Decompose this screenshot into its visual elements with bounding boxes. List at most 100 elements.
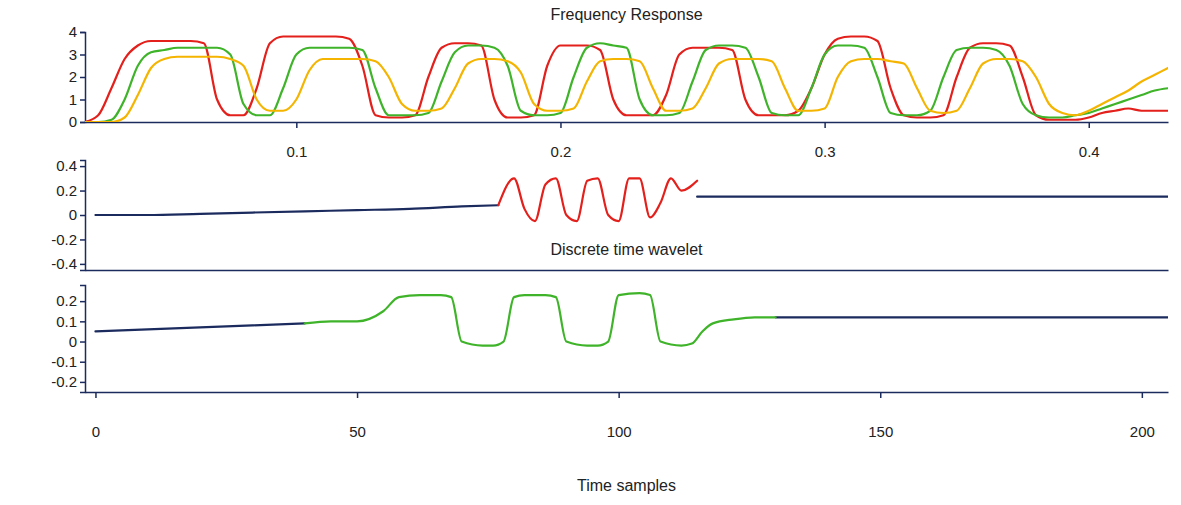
y-tick: 0.1	[56, 313, 85, 330]
plot-area	[95, 178, 1168, 221]
tick-label: 150	[868, 423, 893, 440]
tick-label: 0.4	[56, 157, 77, 174]
series-line	[95, 197, 1168, 215]
tick-mark	[80, 215, 85, 217]
tick-label: 0.2	[56, 292, 77, 309]
y-tick: 0	[69, 113, 85, 130]
tick-label: 3	[69, 46, 77, 63]
tick-mark	[80, 361, 85, 363]
tick-label: -0.2	[51, 231, 77, 248]
tick-label: -0.4	[51, 255, 77, 272]
tick-label: -0.1	[51, 353, 77, 370]
y-tick: 2	[69, 68, 85, 85]
tick-label: 2	[69, 68, 77, 85]
tick-mark	[80, 122, 85, 124]
tick-label: 0	[92, 423, 100, 440]
chart-title: Discrete time wavelet	[550, 241, 703, 258]
x-axis: 0.1 0.2 0.3 0.4	[86, 122, 1169, 160]
y-tick: -0.2	[51, 231, 85, 248]
tick-label: 0.4	[1079, 143, 1100, 160]
y-tick: -0.2	[51, 373, 85, 390]
series-line	[95, 317, 1168, 331]
tick-mark	[80, 264, 85, 266]
tick-mark	[1089, 122, 1091, 128]
tick-mark	[618, 392, 620, 398]
tick-label: 0.2	[56, 182, 77, 199]
tick-mark	[880, 392, 882, 398]
tick-label: 0	[69, 113, 77, 130]
tick-label: 4	[69, 23, 77, 40]
tick-mark	[80, 166, 85, 168]
tick-mark	[80, 32, 85, 34]
tick-mark	[95, 392, 97, 398]
y-tick: 1	[69, 91, 85, 108]
x-tick: 0	[92, 392, 100, 440]
x-tick: 0.1	[286, 122, 307, 160]
panel-2: 0 50 100 150 200 -0.2 -0.1 0 0.1 0.2 Discrete time…	[51, 241, 1168, 494]
y-axis-line	[80, 161, 86, 271]
tick-label: 0.2	[551, 143, 572, 160]
y-tick: 0	[69, 333, 85, 350]
tick-mark	[80, 239, 85, 241]
y-tick: 0.2	[56, 182, 85, 199]
chart-title: Frequency Response	[550, 6, 702, 23]
tick-mark	[296, 122, 298, 128]
series-line	[85, 37, 1168, 123]
x-tick: 200	[1130, 392, 1155, 440]
tick-mark	[80, 321, 85, 323]
tick-label: -0.2	[51, 373, 77, 390]
y-tick: -0.1	[51, 353, 85, 370]
tick-label: 0.1	[286, 143, 307, 160]
tick-mark	[80, 54, 85, 56]
tick-mark	[80, 382, 85, 384]
x-axis	[86, 270, 1169, 271]
tick-label: 0.3	[815, 143, 836, 160]
x-tick: 0.3	[815, 122, 836, 160]
y-axis: -0.2 -0.1 0 0.1 0.2	[51, 286, 85, 393]
tick-mark	[824, 122, 826, 128]
y-tick: -0.4	[51, 255, 85, 272]
tick-label: 0	[69, 333, 77, 350]
x-axis-line	[86, 392, 1169, 394]
tick-label: 100	[607, 423, 632, 440]
tick-label: 0.1	[56, 313, 77, 330]
series-line	[305, 293, 776, 345]
tick-mark	[560, 122, 562, 128]
tick-mark	[80, 99, 85, 101]
tick-label: 1	[69, 91, 77, 108]
tick-mark	[80, 341, 85, 343]
y-axis-line	[80, 33, 86, 123]
y-axis: 0 1 2 3 4	[69, 23, 86, 130]
tick-mark	[357, 392, 359, 398]
x-tick: 50	[349, 392, 366, 440]
y-tick: 0	[69, 206, 85, 223]
y-axis-line	[80, 286, 86, 393]
x-axis-title: Time samples	[577, 477, 676, 494]
chart: 0.10.20.30.401234Frequency Response-0.4-…	[0, 0, 1181, 505]
panel-1: -0.4 -0.2 0 0.2 0.4	[51, 157, 1168, 272]
x-tick: 0.4	[1079, 122, 1100, 160]
x-tick: 100	[607, 392, 632, 440]
tick-label: 50	[349, 423, 366, 440]
plot-area	[85, 37, 1168, 123]
y-axis: -0.4 -0.2 0 0.2 0.4	[51, 157, 85, 272]
y-tick: 0.4	[56, 157, 85, 174]
series-line	[85, 43, 1168, 122]
tick-label: 0	[69, 206, 77, 223]
tick-label: 200	[1130, 423, 1155, 440]
x-tick: 0.2	[551, 122, 572, 160]
y-tick: 4	[69, 23, 85, 40]
y-tick: 3	[69, 46, 85, 63]
panel-0: 0.1 0.2 0.3 0.4 0 1 2 3 4 Frequency Response	[69, 6, 1169, 160]
series-line	[85, 57, 1168, 122]
y-tick: 0.2	[56, 292, 85, 309]
plot-area	[95, 293, 1168, 345]
x-tick: 150	[868, 392, 893, 440]
series-line	[498, 178, 697, 221]
tick-mark	[80, 190, 85, 192]
x-axis: 0 50 100 150 200	[86, 392, 1169, 440]
tick-mark	[80, 77, 85, 79]
x-axis-line	[86, 122, 1169, 124]
tick-mark	[1142, 392, 1144, 398]
x-axis-line	[86, 270, 1169, 272]
